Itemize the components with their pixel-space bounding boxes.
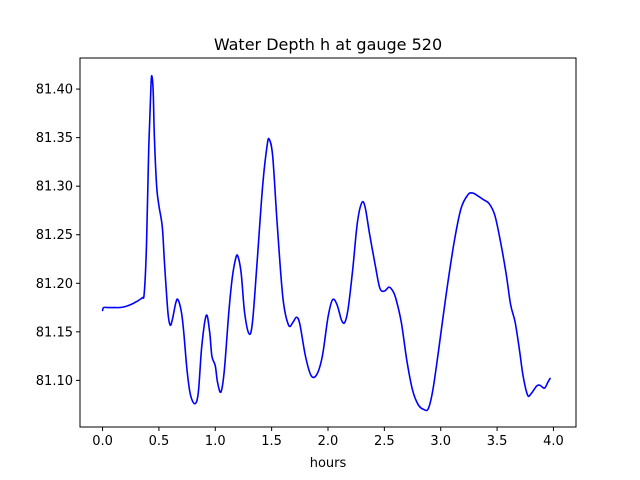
x-tick-label: 1.5 [261, 434, 282, 449]
y-tick-label: 81.20 [36, 277, 73, 292]
x-tick-label: 3.0 [430, 434, 451, 449]
x-tick-label: 2.5 [374, 434, 395, 449]
y-tick-label: 81.15 [36, 325, 73, 340]
y-tick-label: 81.25 [36, 228, 73, 243]
x-tick-label: 3.5 [487, 434, 508, 449]
series-line-0 [101, 74, 551, 412]
y-tick-label: 81.30 [36, 180, 73, 195]
y-axis: 81.10 81.15 81.20 81.25 81.30 81.35 81.40 [36, 83, 80, 389]
y-tick-label: 81.10 [36, 374, 73, 389]
plot-area [101, 74, 551, 412]
x-tick-label: 1.0 [205, 434, 226, 449]
y-tick-label: 81.40 [36, 83, 73, 98]
y-tick-label: 81.35 [36, 131, 73, 146]
x-axis: 0.0 0.5 1.0 1.5 2.0 2.5 3.0 3.5 4.0 [92, 427, 564, 449]
x-tick-label: 4.0 [543, 434, 564, 449]
x-tick-label: 0.5 [149, 434, 170, 449]
x-axis-label: hours [310, 456, 347, 471]
x-tick-label: 2.0 [318, 434, 339, 449]
x-tick-label: 0.0 [92, 434, 113, 449]
chart-title: Water Depth h at gauge 520 [214, 35, 442, 54]
